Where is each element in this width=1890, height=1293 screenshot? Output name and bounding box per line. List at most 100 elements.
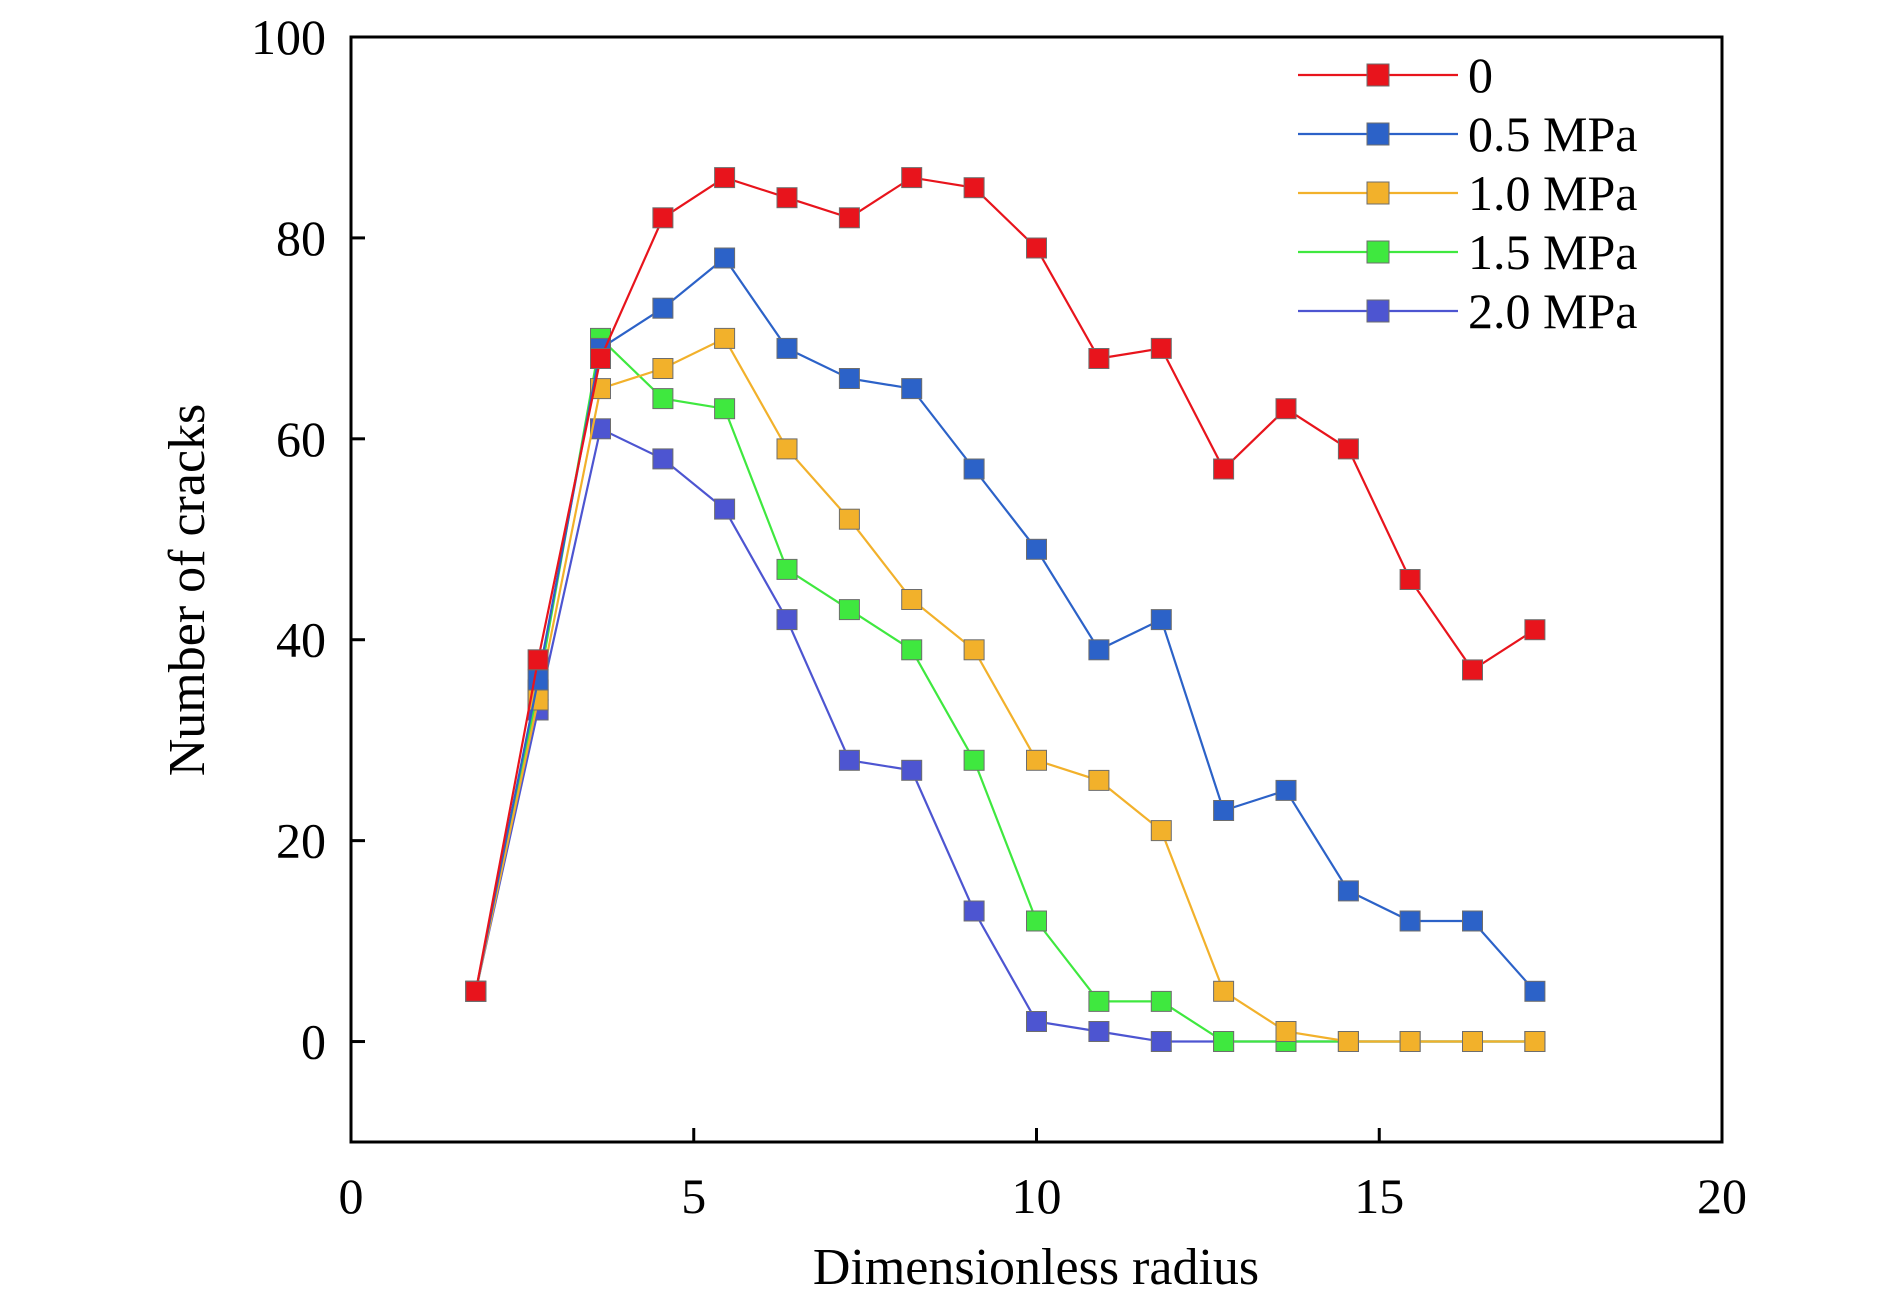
data-point-marker xyxy=(714,498,736,520)
x-tick-label: 5 xyxy=(681,1168,706,1224)
legend-entry: 0.5 MPa xyxy=(1298,106,1637,162)
data-point-marker xyxy=(590,418,611,440)
series-0 xyxy=(465,167,1546,1002)
data-point-marker xyxy=(714,167,736,189)
data-point-marker xyxy=(963,458,985,480)
y-tick-label: 60 xyxy=(276,411,326,467)
data-point-marker xyxy=(1337,1031,1359,1052)
data-point-marker xyxy=(901,639,923,661)
data-point-marker xyxy=(527,649,549,671)
data-point-marker xyxy=(1150,820,1172,842)
data-point-marker xyxy=(652,358,674,379)
x-axis-title: Dimensionless radius xyxy=(813,1239,1259,1293)
legend-label: 0.5 MPa xyxy=(1468,106,1637,162)
legend-marker xyxy=(1366,181,1390,205)
data-point-marker xyxy=(1026,910,1047,932)
legend-marker xyxy=(1366,299,1390,323)
data-point-marker xyxy=(776,438,798,460)
legend-entry: 0 xyxy=(1298,47,1493,103)
data-point-marker xyxy=(1524,1031,1546,1052)
data-point-marker xyxy=(1088,1021,1110,1042)
data-point-marker xyxy=(901,167,923,189)
data-point-marker xyxy=(1462,910,1483,932)
series-3 xyxy=(465,327,1546,1052)
data-point-marker xyxy=(963,177,985,199)
legend-marker xyxy=(1366,122,1390,146)
y-axis-ticks: 0 20 40 60 80 100 xyxy=(251,9,365,1070)
legend-entry: 1.5 MPa xyxy=(1298,224,1637,280)
data-point-marker xyxy=(838,508,860,530)
data-point-marker xyxy=(901,589,923,610)
series-line xyxy=(474,336,1535,1043)
data-point-marker xyxy=(527,669,549,691)
data-point-marker xyxy=(1399,569,1421,590)
series-line xyxy=(474,176,1536,992)
x-tick-label: 20 xyxy=(1697,1168,1747,1224)
data-point-marker xyxy=(1026,538,1047,560)
legend-marker xyxy=(1366,240,1390,264)
data-point-marker xyxy=(1088,639,1110,661)
data-point-marker xyxy=(838,207,860,229)
data-point-marker xyxy=(1462,1031,1483,1052)
x-tick-label: 10 xyxy=(1012,1168,1062,1224)
data-point-marker xyxy=(1026,749,1047,771)
data-point-marker xyxy=(652,448,674,470)
data-point-marker xyxy=(901,378,923,400)
data-point-marker xyxy=(1088,990,1110,1012)
data-point-marker xyxy=(838,599,860,621)
data-point-marker xyxy=(714,247,736,269)
data-point-marker xyxy=(838,749,860,771)
data-point-marker xyxy=(1462,659,1483,681)
data-point-marker xyxy=(1026,1011,1047,1032)
data-point-marker xyxy=(901,759,923,781)
data-point-marker xyxy=(776,187,798,209)
data-point-marker xyxy=(1275,779,1297,801)
series-line xyxy=(474,336,1535,1043)
data-point-marker xyxy=(1213,980,1235,1002)
data-point-marker xyxy=(776,558,798,580)
data-point-marker xyxy=(1337,880,1359,902)
data-point-marker xyxy=(1337,438,1359,460)
x-tick-label: 15 xyxy=(1354,1168,1404,1224)
data-point-marker xyxy=(1213,458,1235,480)
data-point-marker xyxy=(1150,990,1172,1012)
data-point-marker xyxy=(1150,1031,1172,1052)
data-point-marker xyxy=(1213,800,1235,821)
data-point-marker xyxy=(1150,337,1172,359)
data-point-marker xyxy=(1088,348,1110,369)
series-line xyxy=(474,427,1535,1043)
y-axis-title: Number of cracks xyxy=(159,404,216,777)
data-point-marker xyxy=(714,327,736,349)
data-point-marker xyxy=(714,398,736,420)
y-tick-label: 40 xyxy=(276,612,326,668)
data-point-marker xyxy=(652,207,674,229)
data-point-marker xyxy=(1150,609,1172,631)
data-point-marker xyxy=(1275,398,1297,420)
data-point-marker xyxy=(1399,1031,1421,1052)
y-tick-label: 100 xyxy=(251,9,326,65)
x-axis-ticks: 0 5 10 15 20 xyxy=(339,1128,1747,1224)
data-point-marker xyxy=(963,900,985,922)
legend-label: 2.0 MPa xyxy=(1468,283,1637,339)
data-point-marker xyxy=(1275,1021,1297,1042)
series-1 xyxy=(465,247,1546,1002)
data-point-marker xyxy=(1088,769,1110,791)
legend-label: 0 xyxy=(1468,47,1493,103)
data-point-marker xyxy=(1524,619,1546,641)
series-2 xyxy=(465,327,1546,1052)
x-tick-label: 0 xyxy=(339,1168,364,1224)
y-tick-label: 20 xyxy=(276,813,326,869)
series-layer xyxy=(465,167,1546,1052)
legend-marker xyxy=(1366,63,1390,87)
data-point-marker xyxy=(1399,910,1421,932)
data-point-marker xyxy=(590,348,611,369)
legend-label: 1.5 MPa xyxy=(1468,224,1637,280)
legend-label: 1.0 MPa xyxy=(1468,165,1637,221)
data-point-marker xyxy=(1026,237,1047,259)
data-point-marker xyxy=(465,980,487,1002)
y-tick-label: 0 xyxy=(301,1014,326,1070)
legend-entry: 2.0 MPa xyxy=(1298,283,1637,339)
data-point-marker xyxy=(652,388,674,410)
